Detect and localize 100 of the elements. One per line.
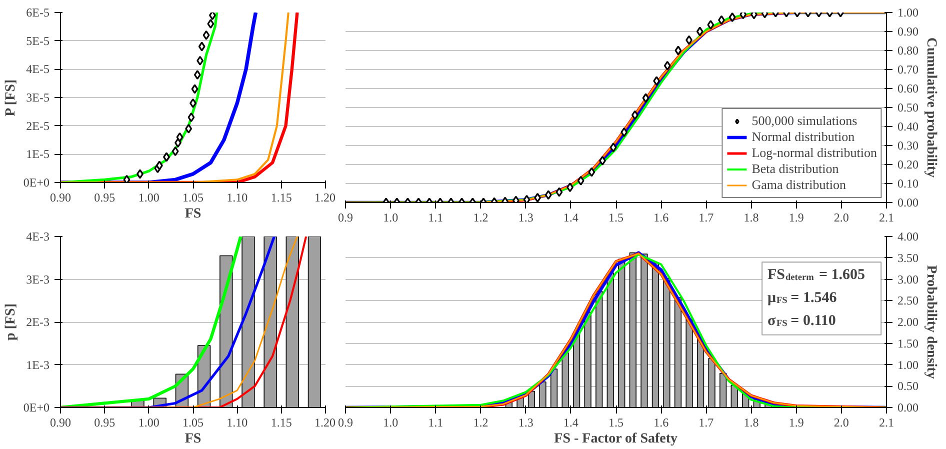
point <box>653 76 660 86</box>
y-tick-label: 1E-5 <box>26 147 50 162</box>
y-axis-title: p [FS] <box>3 304 18 340</box>
point <box>196 56 204 66</box>
x-tick-label: 2.1 <box>879 416 894 430</box>
legend-label: 500,000 simulations <box>752 113 858 129</box>
y-tick-label: 0.10 <box>898 176 918 190</box>
point <box>163 152 170 162</box>
y-tick-label: 4E-3 <box>26 230 50 244</box>
y-tick-label: 0.20 <box>898 158 918 172</box>
y-tick-label: 0.60 <box>898 82 918 96</box>
x-tick-label: 0.95 <box>94 416 116 430</box>
point <box>174 138 182 148</box>
point <box>642 93 650 103</box>
point <box>674 46 682 56</box>
y-tick-label: 2E-5 <box>26 118 50 133</box>
point <box>523 194 530 202</box>
x-tick-label: 1.7 <box>698 416 714 430</box>
x-axis-title: FS <box>184 432 202 446</box>
y-tick-label: 0.80 <box>898 44 918 58</box>
x-tick-label: 0.95 <box>94 190 116 204</box>
x-tick-label: 1.3 <box>518 210 534 224</box>
x-tick-label: 1.10 <box>226 190 248 204</box>
y-tick-label: 3.50 <box>898 250 918 265</box>
y-tick-label: 3E-3 <box>26 272 50 286</box>
x-tick-label: 1.0 <box>383 416 398 430</box>
x-tick-label: 1.9 <box>788 416 804 430</box>
x-tick-label: 1.20 <box>314 416 336 430</box>
point <box>156 160 163 170</box>
x-tick-label: 2.1 <box>879 210 894 224</box>
y-tick-label: 2.50 <box>898 294 918 308</box>
x-tick-label: 1.05 <box>182 190 204 204</box>
x-tick-label: 0.90 <box>50 416 71 430</box>
y-axis-title: Cumulative probability <box>924 37 938 178</box>
y-tick-label: 0.50 <box>898 100 918 114</box>
legend-label: Normal distribution <box>752 129 855 145</box>
x-tick-label: 0.9 <box>338 416 353 430</box>
y-tick-label: 2.00 <box>898 315 918 329</box>
x-tick-label: 1.0 <box>383 210 398 224</box>
x-tick-label: 1.20 <box>314 190 336 204</box>
point <box>194 70 201 80</box>
point <box>610 142 617 152</box>
y-tick-label: 3E-5 <box>26 90 50 104</box>
y-tick-label: 6E-5 <box>26 6 50 20</box>
x-tick-label: 1.1 <box>428 210 444 224</box>
y-tick-label: 0.70 <box>898 62 918 76</box>
point <box>190 98 196 108</box>
x-tick-label: 1.4 <box>563 416 578 430</box>
point <box>207 19 214 29</box>
point <box>686 35 692 45</box>
x-tick-label: 1.10 <box>226 416 248 430</box>
x-tick-label: 2.0 <box>834 416 849 430</box>
y-tick-label: 4.00 <box>898 230 918 244</box>
y-tick-label: 4E-5 <box>26 62 50 76</box>
x-tick-label: 1.8 <box>744 416 759 430</box>
point <box>185 124 192 134</box>
legend-label: Log-normal distribution <box>752 145 877 161</box>
y-tick-label: 0.00 <box>898 400 918 414</box>
y-tick-label: 1.00 <box>898 358 918 372</box>
y-tick-label: 5E-5 <box>26 34 50 48</box>
y-axis-title: Probability density <box>924 265 938 379</box>
y-tick-label: 0E+0 <box>23 176 50 190</box>
x-tick-label: 1.2 <box>473 416 488 430</box>
x-tick-label: 1.15 <box>270 190 292 204</box>
y-tick-label: 1.50 <box>898 336 918 350</box>
point <box>202 30 210 40</box>
x-tick-label: 1.2 <box>473 210 488 224</box>
x-axis-title: FS <box>184 206 202 222</box>
point <box>599 156 606 166</box>
x-tick-label: 0.90 <box>50 190 71 204</box>
y-tick-label: 1E-3 <box>26 358 50 372</box>
point <box>191 84 198 94</box>
point <box>620 127 628 137</box>
x-tick-label: 0.9 <box>338 210 353 224</box>
point <box>198 42 206 52</box>
x-tick-label: 1.8 <box>744 210 759 224</box>
point <box>176 132 184 142</box>
x-tick-label: 1.00 <box>138 416 160 430</box>
point <box>123 174 130 182</box>
y-tick-label: 2E-3 <box>26 315 50 329</box>
x-tick-label: 1.6 <box>654 210 669 224</box>
x-axis-title: FS - Factor of Safety <box>554 432 678 446</box>
x-tick-label: 1.05 <box>182 416 204 430</box>
y-tick-label: 0.40 <box>898 120 918 134</box>
x-tick-label: 1.6 <box>654 416 669 430</box>
annotation: μFS = 1.546 <box>767 290 838 306</box>
legend-label: Beta distribution <box>752 161 839 177</box>
x-tick-label: 1.1 <box>428 416 444 430</box>
y-tick-label: 0.30 <box>898 138 918 152</box>
x-tick-label: 1.00 <box>138 190 160 204</box>
point <box>664 60 671 70</box>
y-tick-label: 0.90 <box>898 24 918 38</box>
point <box>631 110 638 120</box>
annotation: σFS = 0.110 <box>767 313 836 330</box>
x-tick-label: 1.15 <box>270 416 292 430</box>
y-axis-title: P [FS] <box>3 79 18 116</box>
y-tick-label: 0.00 <box>898 196 918 210</box>
x-tick-label: 1.5 <box>608 416 624 430</box>
point <box>208 12 216 20</box>
y-tick-label: 0.50 <box>898 379 918 394</box>
